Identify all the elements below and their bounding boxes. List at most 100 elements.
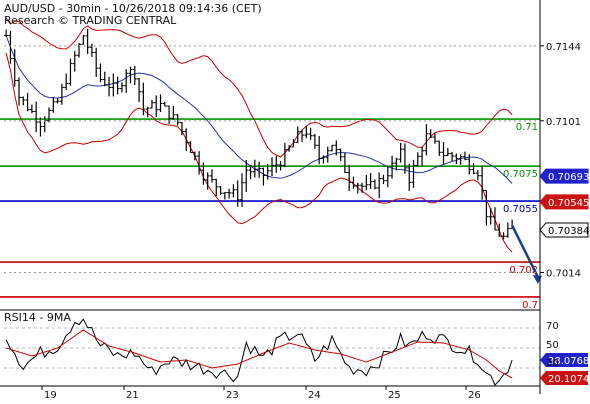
level-label-2: 0.7055 bbox=[503, 204, 538, 215]
level-label-1: 0.7075 bbox=[503, 169, 538, 180]
candle bbox=[325, 146, 330, 163]
candle bbox=[394, 157, 399, 171]
candle bbox=[145, 106, 150, 118]
candle bbox=[197, 151, 202, 175]
candle bbox=[278, 161, 283, 171]
candle bbox=[149, 99, 154, 109]
candles bbox=[4, 28, 515, 240]
candle bbox=[98, 63, 103, 83]
candle bbox=[274, 155, 279, 173]
candle bbox=[321, 155, 326, 164]
candle bbox=[381, 174, 386, 185]
candle bbox=[47, 107, 52, 123]
candle bbox=[377, 172, 382, 199]
rsi-level-70: 70 bbox=[546, 321, 559, 332]
candle bbox=[364, 174, 369, 191]
candle bbox=[89, 43, 94, 58]
price-axis: 0.7144 0.7101 0.7014 0.70693 0.70545 0.70384 3… bbox=[4, 42, 589, 385]
candle bbox=[192, 151, 197, 161]
candle bbox=[12, 49, 17, 87]
rsi-level-30: 30 bbox=[546, 358, 559, 369]
candle bbox=[415, 152, 420, 167]
candle bbox=[235, 180, 240, 207]
candle bbox=[231, 184, 236, 198]
candle bbox=[282, 142, 287, 168]
candle bbox=[132, 65, 137, 86]
candle bbox=[480, 165, 485, 200]
candle bbox=[467, 154, 472, 175]
candle bbox=[252, 159, 257, 178]
candle bbox=[261, 167, 266, 186]
chart-header-title: AUD/USD - 30min - 10/26/2018 09:14:36 (C… bbox=[4, 2, 262, 15]
candle bbox=[441, 142, 446, 165]
candle bbox=[162, 101, 167, 107]
time-tick-label-2: 23 bbox=[226, 390, 239, 400]
candle bbox=[222, 192, 227, 200]
candle bbox=[308, 127, 313, 140]
candle bbox=[462, 151, 467, 161]
candle bbox=[141, 82, 146, 116]
price-tag-box bbox=[539, 168, 589, 184]
candle bbox=[334, 140, 339, 156]
candle bbox=[64, 73, 69, 90]
bollinger-lower bbox=[5, 52, 513, 253]
candle bbox=[184, 128, 189, 152]
candle bbox=[402, 143, 407, 174]
candle bbox=[21, 96, 26, 106]
candle bbox=[424, 124, 429, 156]
candle bbox=[505, 222, 510, 238]
time-tick-label-4: 25 bbox=[388, 390, 401, 400]
candle bbox=[171, 105, 176, 120]
candle bbox=[227, 188, 232, 199]
candle bbox=[29, 104, 34, 114]
candle bbox=[179, 121, 184, 136]
candle bbox=[201, 162, 206, 185]
rsi-tag-1: 20.1074 bbox=[540, 371, 589, 385]
candle bbox=[420, 146, 425, 166]
candle bbox=[59, 83, 64, 105]
candle bbox=[68, 58, 73, 86]
candle bbox=[25, 92, 30, 112]
rsi-tag-box bbox=[540, 353, 588, 367]
candle bbox=[205, 172, 210, 190]
candle bbox=[270, 157, 274, 177]
candle bbox=[38, 117, 43, 137]
candle bbox=[304, 126, 309, 139]
candle bbox=[124, 69, 129, 93]
price-tick-label-2: 0.7014 bbox=[546, 269, 581, 280]
time-tick-label-5: 26 bbox=[468, 390, 481, 400]
candle bbox=[398, 142, 403, 163]
candle bbox=[360, 182, 365, 193]
candle bbox=[501, 232, 506, 240]
candle bbox=[111, 73, 116, 97]
level-label-3: 0.702 bbox=[509, 265, 538, 276]
candle bbox=[107, 76, 112, 97]
indicator-bands bbox=[5, 17, 513, 253]
candle bbox=[407, 163, 412, 191]
candle bbox=[492, 207, 497, 231]
candle bbox=[248, 164, 253, 180]
rsi-tag-label: 38.0768 bbox=[548, 356, 589, 367]
candle bbox=[17, 77, 22, 106]
candle bbox=[158, 94, 163, 113]
price-tag-box bbox=[539, 222, 589, 238]
rsi-tag-box bbox=[540, 371, 588, 385]
time-tick-label-3: 24 bbox=[308, 390, 321, 400]
rsi-line bbox=[5, 318, 513, 386]
candle bbox=[372, 179, 377, 190]
price-tag-label: 0.70545 bbox=[548, 198, 589, 209]
candle bbox=[244, 159, 249, 193]
candle bbox=[347, 164, 352, 192]
candle bbox=[287, 145, 292, 152]
candle bbox=[437, 140, 442, 156]
candle bbox=[390, 155, 395, 179]
candle bbox=[351, 176, 356, 189]
candle bbox=[488, 207, 493, 225]
candle bbox=[8, 30, 13, 64]
price-tick-label-1: 0.7101 bbox=[546, 117, 581, 128]
candle bbox=[102, 71, 107, 87]
candle bbox=[85, 28, 90, 54]
candle bbox=[55, 97, 60, 104]
